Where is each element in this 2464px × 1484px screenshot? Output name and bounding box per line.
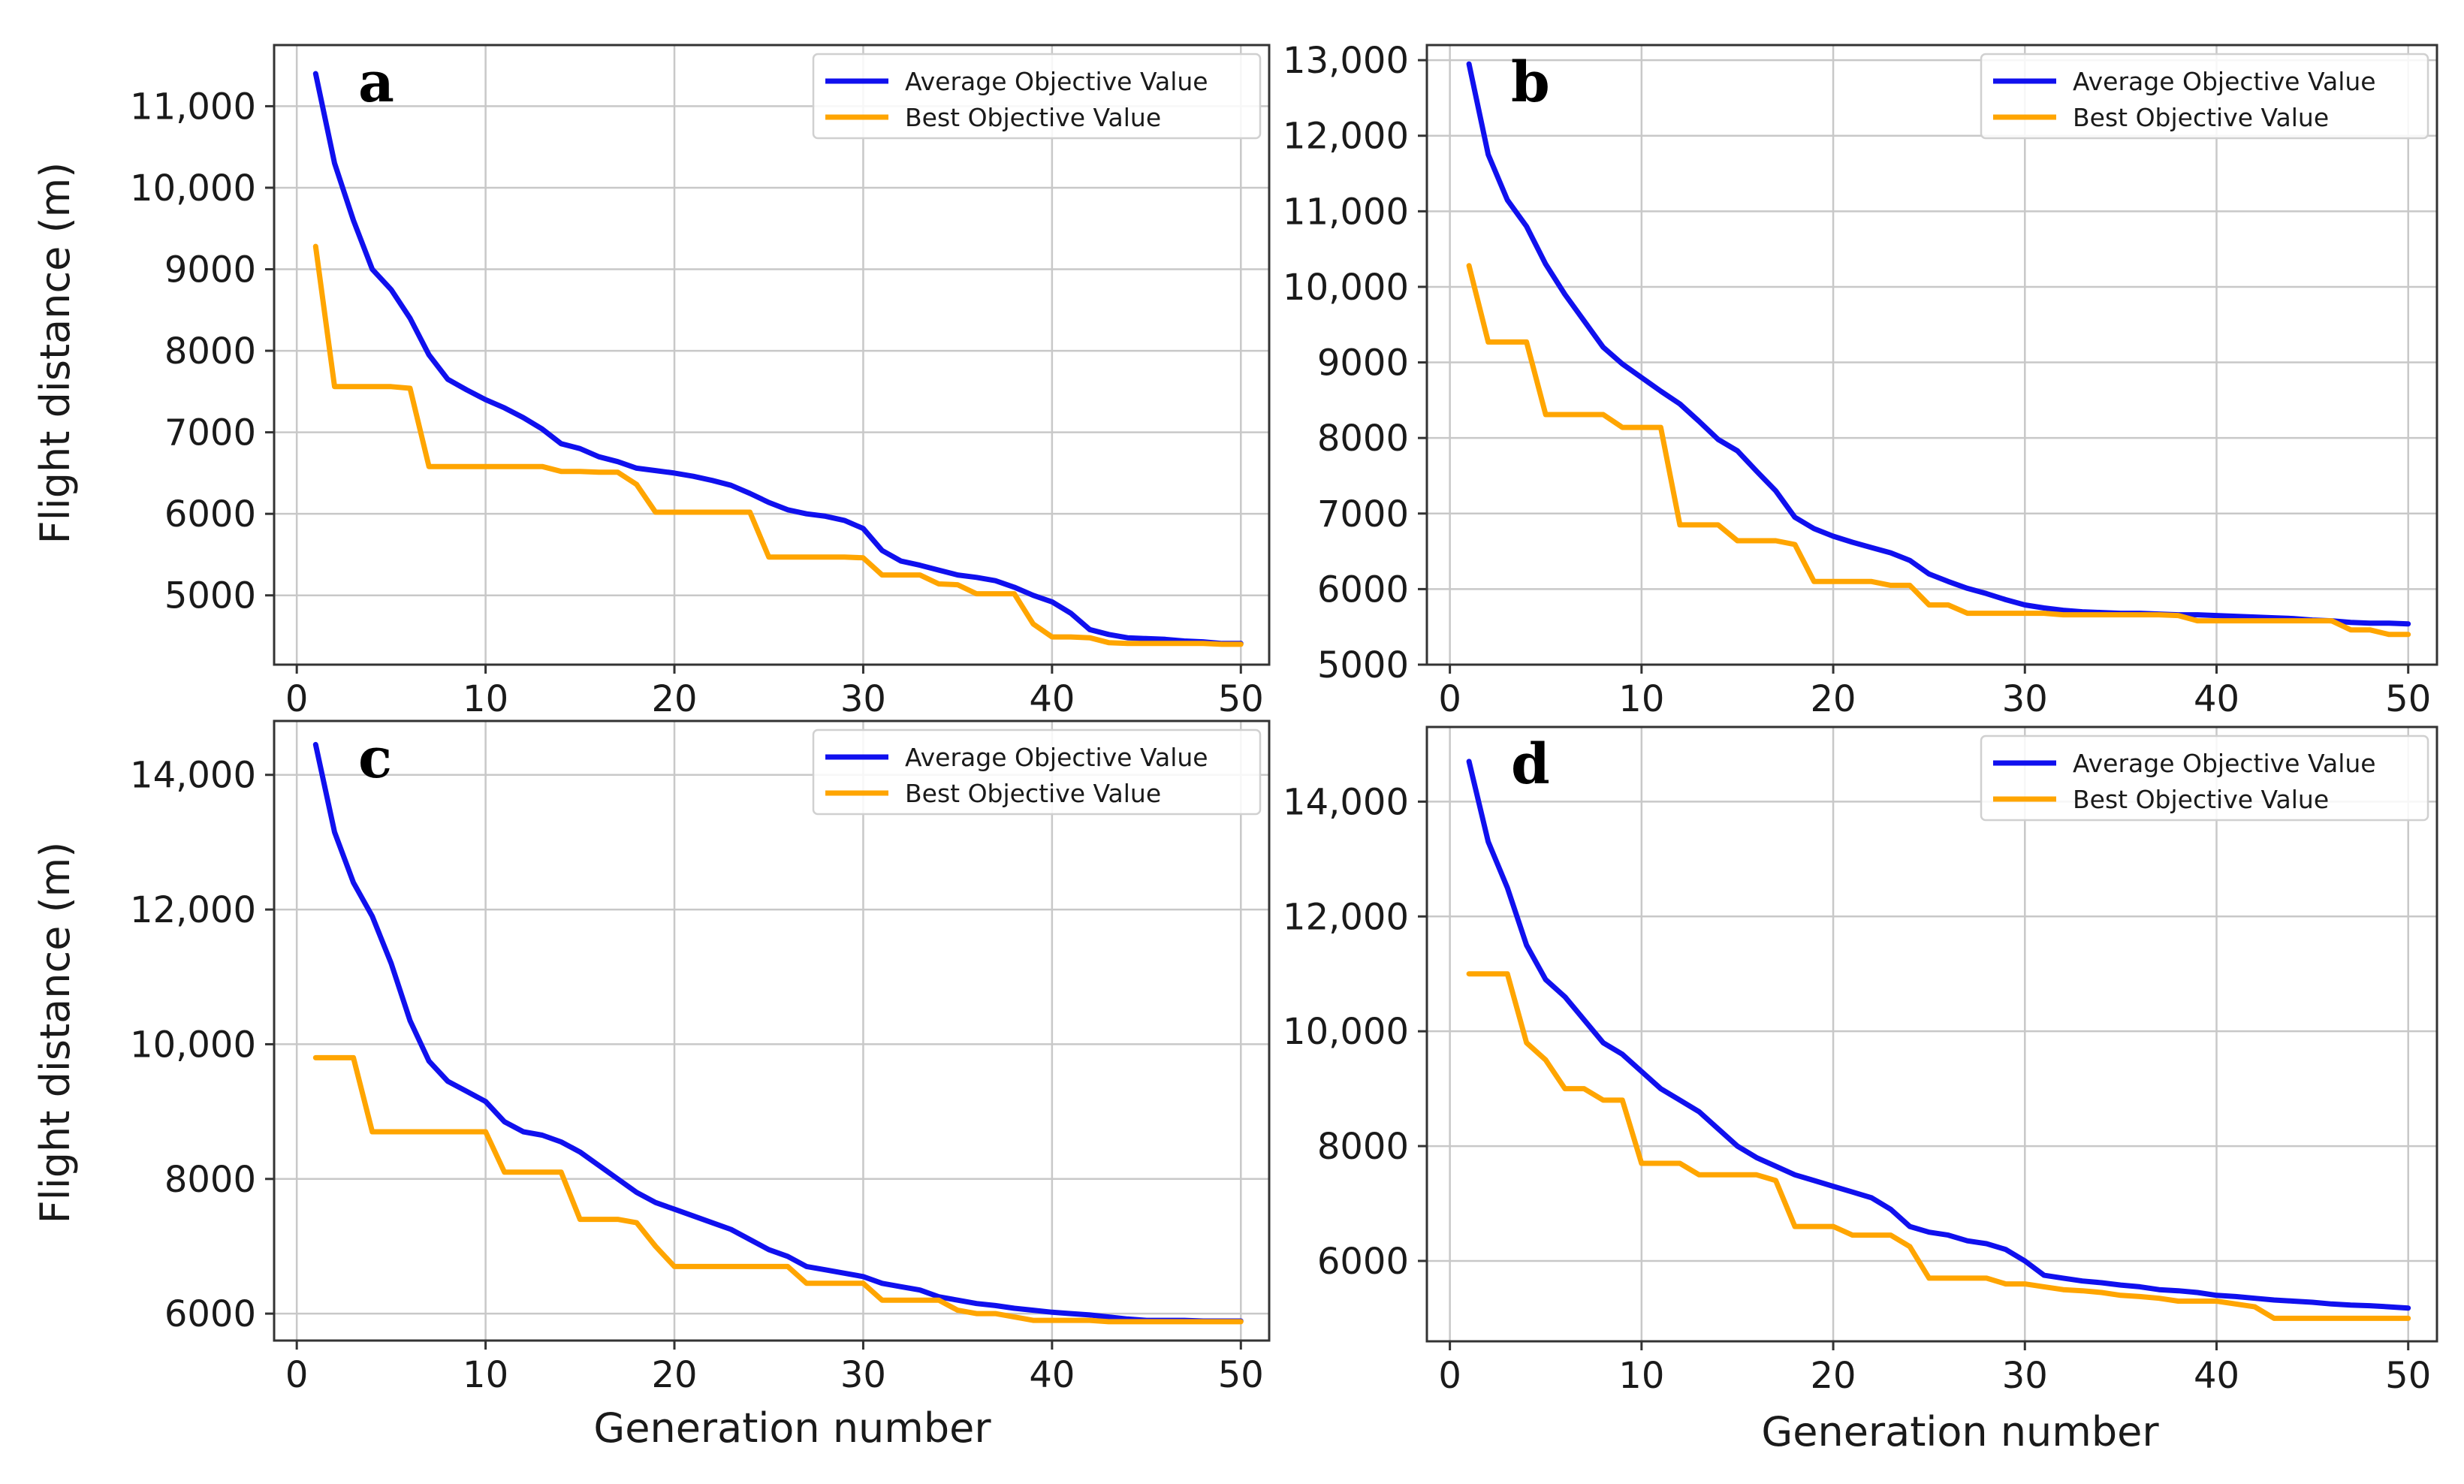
x-tick-label: 40	[1029, 1354, 1075, 1396]
y-tick-label: 7000	[164, 412, 256, 454]
x-tick-label: 0	[1438, 1355, 1461, 1397]
x-tick-label: 10	[463, 678, 508, 720]
y-tick-label: 9000	[1317, 342, 1409, 385]
x-tick-label: 0	[1438, 678, 1461, 720]
y-tick-label: 5000	[164, 575, 256, 617]
chart-panel-b: 0 10 20 30 40 50 5000 6000 7000 8000 9000 10,000 11,…	[1283, 40, 2438, 720]
y-tick-label: 9000	[164, 249, 256, 291]
chart-panel-a: 0 10 20 30 40 50 5000 6000 7000 8000 9000 10,000 11,…	[130, 44, 1271, 720]
y-tick-label: 8000	[164, 330, 256, 373]
y-tick-label: 6000	[164, 1293, 256, 1335]
y-axis-label-top: Flight distance (m)	[32, 162, 79, 544]
legend-label: Best Objective Value	[2073, 103, 2329, 132]
legend-box	[1980, 734, 2429, 822]
y-tick-label: 14,000	[1283, 781, 1409, 823]
legend-label: Best Objective Value	[905, 779, 1161, 808]
x-tick-label: 30	[2002, 678, 2048, 720]
x-tick-label: 40	[2194, 678, 2239, 720]
y-tick-label: 7000	[1317, 493, 1409, 535]
x-tick-label: 50	[1218, 1354, 1264, 1396]
y-tick-label: 12,000	[1283, 116, 1409, 158]
y-tick-label: 10,000	[1283, 267, 1409, 309]
x-tick-label: 40	[1029, 678, 1075, 720]
x-tick-label: 10	[1618, 678, 1664, 720]
x-tick-label: 50	[1218, 678, 1264, 720]
x-tick-label: 20	[1811, 678, 1856, 720]
plot-frame	[273, 44, 1271, 666]
plot-frame	[1425, 725, 2438, 1343]
x-axis-label-left: Generation number	[593, 1404, 991, 1452]
y-tick-label: 11,000	[130, 86, 256, 128]
legend: Average Objective Value Best Objective Va…	[1980, 734, 2429, 822]
legend-label: Best Objective Value	[905, 103, 1161, 132]
plot-frame	[1425, 44, 2438, 666]
x-tick-label: 10	[463, 1354, 508, 1396]
series-line-average	[312, 741, 1244, 1324]
legend: Average Objective Value Best Objective Va…	[812, 53, 1262, 140]
y-tick-label: 12,000	[1283, 896, 1409, 938]
y-tick-label: 12,000	[130, 889, 256, 931]
plot-frame	[273, 719, 1271, 1342]
chart-panel-d: 0 10 20 30 40 50 6000 8000 10,000 12,000 14,000 d Av…	[1283, 725, 2438, 1397]
y-tick-label: 6000	[164, 493, 256, 535]
legend: Average Objective Value Best Objective Va…	[1980, 53, 2429, 140]
y-axis-label-bottom: Flight distance (m)	[32, 842, 79, 1224]
series-line-best	[312, 243, 1244, 647]
panel-letter: c	[358, 726, 392, 791]
x-tick-label: 40	[2194, 1355, 2239, 1397]
panel-letter: d	[1511, 732, 1550, 797]
x-tick-label: 50	[2385, 678, 2431, 720]
legend: Average Objective Value Best Objective Va…	[812, 728, 1262, 816]
series-line-average	[1466, 61, 2411, 627]
x-tick-label: 20	[651, 678, 697, 720]
legend-label: Average Objective Value	[2073, 749, 2376, 778]
x-tick-label: 0	[285, 678, 309, 720]
series-line-best	[312, 1054, 1244, 1325]
legend-box	[812, 53, 1262, 140]
legend-box	[1980, 53, 2429, 140]
panel-letter: b	[1511, 50, 1550, 115]
y-tick-label: 6000	[1317, 569, 1409, 611]
x-tick-label: 20	[651, 1354, 697, 1396]
legend-label: Average Objective Value	[905, 743, 1208, 772]
y-tick-label: 8000	[164, 1159, 256, 1201]
x-tick-label: 20	[1811, 1355, 1856, 1397]
legend-label: Average Objective Value	[2073, 67, 2376, 96]
y-tick-label: 10,000	[130, 1024, 256, 1066]
y-tick-label: 13,000	[1283, 40, 1409, 82]
legend-box	[812, 728, 1262, 816]
y-tick-label: 6000	[1317, 1241, 1409, 1283]
y-tick-label: 10,000	[130, 167, 256, 210]
x-tick-label: 50	[2385, 1355, 2431, 1397]
y-tick-label: 11,000	[1283, 191, 1409, 233]
y-tick-label: 14,000	[130, 755, 256, 797]
y-tick-label: 10,000	[1283, 1011, 1409, 1053]
series-line-best	[1466, 971, 2411, 1321]
x-tick-label: 30	[2002, 1355, 2048, 1397]
y-tick-label: 8000	[1317, 1126, 1409, 1168]
x-tick-label: 0	[285, 1354, 309, 1396]
panel-letter: a	[358, 50, 394, 115]
series-line-best	[1466, 263, 2411, 638]
series-line-average	[1466, 759, 2411, 1311]
x-tick-label: 10	[1618, 1355, 1664, 1397]
chart-panel-c: 0 10 20 30 40 50 6000 8000 10,000 12,000 14,000 c Av…	[130, 719, 1271, 1396]
y-tick-label: 5000	[1317, 644, 1409, 686]
y-tick-label: 8000	[1317, 418, 1409, 460]
x-tick-label: 30	[840, 1354, 886, 1396]
x-axis-label-right: Generation number	[1761, 1408, 2159, 1455]
legend-label: Best Objective Value	[2073, 785, 2329, 814]
series-line-average	[312, 71, 1244, 647]
legend-label: Average Objective Value	[905, 67, 1208, 96]
x-tick-label: 30	[840, 678, 886, 720]
